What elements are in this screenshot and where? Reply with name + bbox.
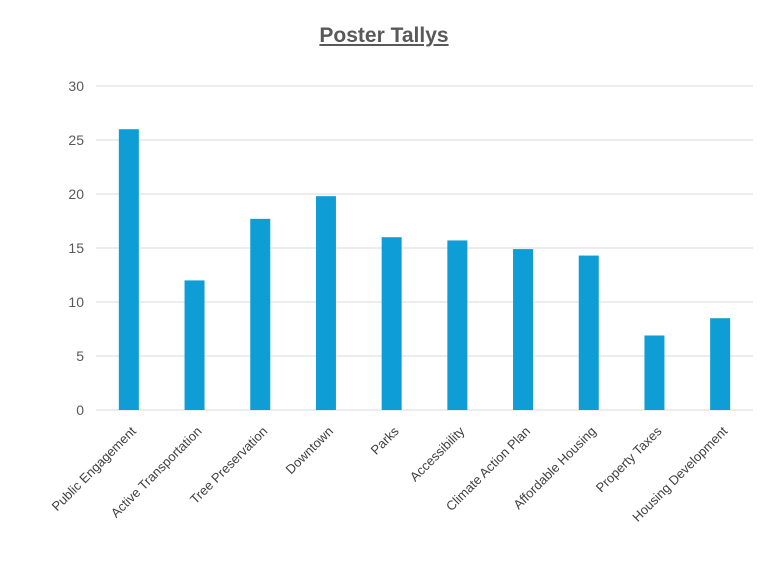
bar-public-engagement [118, 129, 139, 410]
bars [118, 129, 731, 410]
x-category-label: Accessibility [407, 423, 468, 484]
bar-housing-development [710, 318, 731, 410]
y-tick-label: 20 [68, 186, 84, 202]
y-tick-label: 25 [68, 132, 84, 148]
y-tick-label: 5 [76, 348, 84, 364]
bar-affordable-housing [578, 255, 599, 410]
y-tick-label: 0 [76, 402, 84, 418]
bar-downtown [315, 196, 336, 410]
bar-property-taxes [644, 335, 665, 410]
gridlines [96, 85, 753, 411]
chart-title: Poster Tallys [319, 24, 449, 47]
y-tick-label: 30 [68, 78, 84, 94]
bar-active-transportation [184, 280, 205, 410]
x-category-label: Property Taxes [593, 423, 665, 495]
y-tick-label: 10 [68, 294, 84, 310]
x-category-label: Parks [368, 423, 402, 457]
bar-parks [381, 237, 402, 410]
x-category-label: Downtown [283, 424, 337, 478]
bar-tree-preservation [250, 218, 271, 410]
bar-accessibility [447, 240, 468, 410]
bar-climate-action-plan [513, 249, 534, 410]
y-axis-ticks: 0 5 10 15 20 25 30 [68, 78, 84, 418]
y-tick-label: 15 [68, 240, 84, 256]
